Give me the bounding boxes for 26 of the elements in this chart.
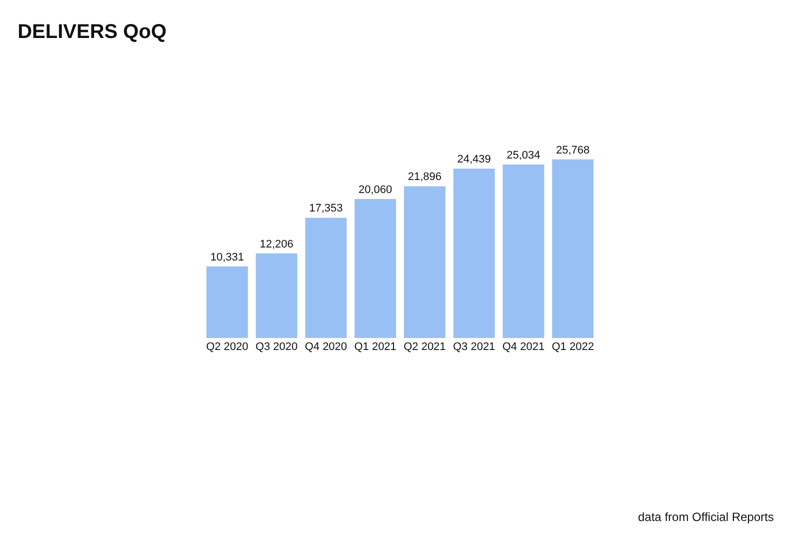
text: data from Official Reports <box>638 510 774 524</box>
data-label: 25,768 <box>556 144 590 156</box>
bar <box>453 168 495 338</box>
chart-title: DELIVERS QoQ <box>18 21 167 44</box>
x-tick-label: Q3 2021 <box>452 341 496 353</box>
data-label: 21,896 <box>408 171 442 184</box>
data-label: 24,439 <box>457 154 491 166</box>
bar <box>256 253 298 338</box>
bar <box>552 159 594 338</box>
bar <box>354 198 396 338</box>
bar <box>305 218 347 338</box>
x-tick-label: Q2 2021 <box>404 341 446 353</box>
bar <box>206 266 248 338</box>
x-tick-label: Q1 2021 <box>354 341 396 353</box>
x-tick-label: Q4 2020 <box>304 341 348 353</box>
x-tick-label: Q1 2022 <box>552 341 594 353</box>
x-tick-label: Q4 2021 <box>502 341 545 353</box>
data-label: 25,034 <box>506 149 540 162</box>
data-label: 20,060 <box>358 184 392 196</box>
x-tick-label: Q3 2020 <box>255 341 298 353</box>
x-tick-label: Q2 2020 <box>206 341 248 353</box>
data-label: 17,353 <box>309 202 343 215</box>
data-label: 10,331 <box>210 251 244 264</box>
data-label: 12,206 <box>260 238 294 250</box>
bar <box>404 186 446 338</box>
bar <box>502 164 544 338</box>
